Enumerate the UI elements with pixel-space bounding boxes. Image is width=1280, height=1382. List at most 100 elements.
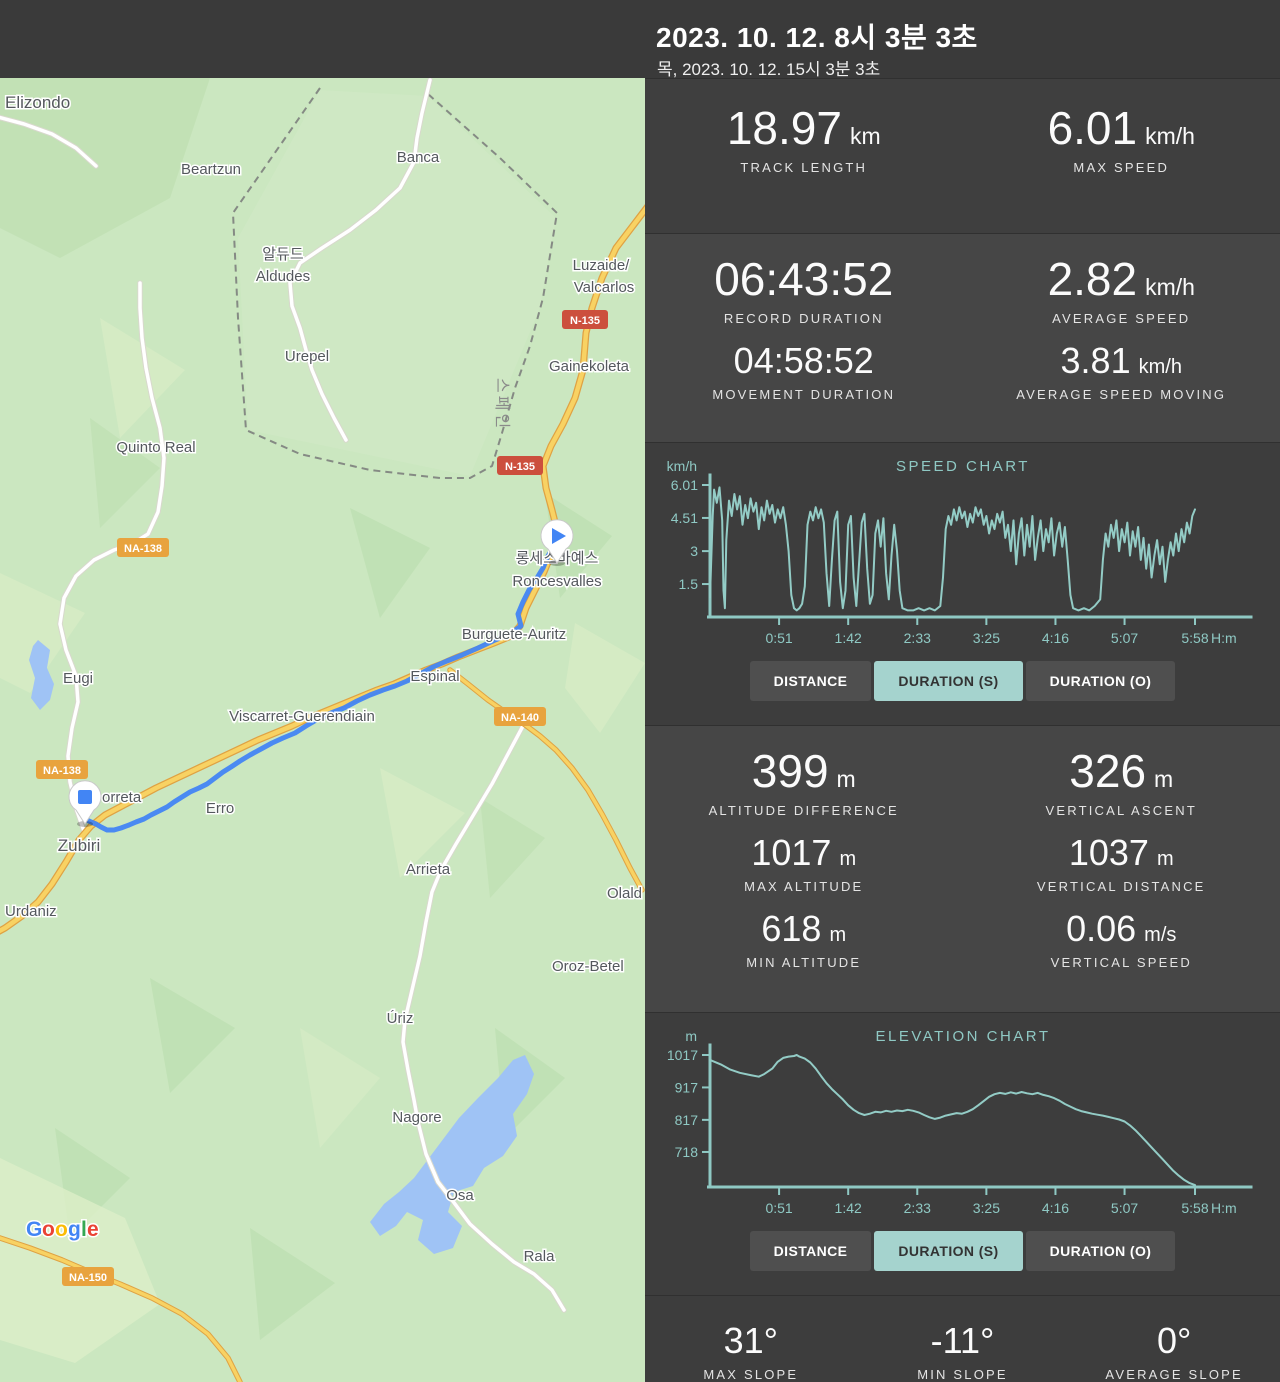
map-container[interactable]: Elizondo Beartzun Banca 알듀드 Aldudes Luza… <box>0 78 645 1382</box>
svg-text:o[interactable]: o <box>54 1217 70 1243</box>
svg-text:G[interactable]: G <box>25 1217 44 1243</box>
map-label: Oroz-Betel <box>552 958 624 975</box>
record-duration-label: RECORD DURATION <box>723 310 884 326</box>
svg-text:SPEED CHART: SPEED CHART <box>896 458 1030 475</box>
average-slope-label: AVERAGE SLOPE <box>1105 1366 1243 1382</box>
map-label: Viscarret-Guerendiain <box>229 708 375 725</box>
section-elevation-chart: ELEVATION CHART m 1017 917 817 718 0:51 1:42 2:3… <box>645 1012 1280 1295</box>
elevation-distance-button[interactable]: DISTANCE <box>749 1231 872 1271</box>
road-badges: N-135 N-135 NA-138 NA-140 NA-138 NA-150 <box>36 310 608 1286</box>
vertical-distance-unit: m <box>1156 847 1174 870</box>
vertical-ascent-unit: m <box>1154 765 1174 792</box>
svg-text:1017: 1017 <box>667 1047 698 1063</box>
stat-max-slope: 31° MAX SLOPE <box>645 1320 857 1382</box>
stat-max-speed: 6.01 km/h MAX SPEED <box>963 101 1280 175</box>
average-speed-moving-value: 3.81 <box>1060 339 1131 381</box>
section-durations: 06:43:52 RECORD DURATION 2.82 km/h AVERA… <box>645 232 1280 442</box>
stop-icon <box>78 790 92 804</box>
svg-text:4:16: 4:16 <box>1042 1200 1069 1216</box>
map-label: Aldudes <box>256 268 310 285</box>
reservoir <box>370 1055 534 1254</box>
map-label: Urdaniz <box>5 903 57 920</box>
svg-text:1:42: 1:42 <box>835 630 862 646</box>
gps-route <box>81 542 558 833</box>
map-labels: Elizondo Beartzun Banca 알듀드 Aldudes Luza… <box>4 92 644 1267</box>
section-slopes: 31° MAX SLOPE -11° MIN SLOPE 0° AVERAGE … <box>645 1294 1280 1382</box>
svg-text:km/h: km/h <box>667 458 697 474</box>
svg-text:5:58: 5:58 <box>1181 630 1208 646</box>
map-label: Luzaide/ <box>573 257 631 274</box>
svg-text:0:51: 0:51 <box>765 1200 792 1216</box>
svg-text:4:16: 4:16 <box>1042 630 1069 646</box>
speed-duration-o-button[interactable]: DURATION (O) <box>1025 660 1176 701</box>
road-badge: NA-138 <box>36 760 88 779</box>
svg-text:6.01: 6.01 <box>671 477 698 493</box>
vertical-distance-value: 1037 <box>1068 831 1149 873</box>
roads-white <box>0 78 566 1312</box>
speed-duration-s-button[interactable]: DURATION (S) <box>874 660 1023 701</box>
track-length-value: 18.97 <box>726 102 842 154</box>
max-slope-label: MAX SLOPE <box>703 1366 799 1382</box>
svg-text:5:07: 5:07 <box>1111 1200 1138 1216</box>
svg-text:H:m: H:m <box>1211 1200 1237 1216</box>
max-altitude-value: 1017 <box>751 831 832 873</box>
start-marker[interactable] <box>540 519 574 566</box>
svg-text:3:25: 3:25 <box>973 630 1000 646</box>
vertical-ascent-label: VERTICAL ASCENT <box>1045 802 1197 818</box>
map-label: orreta <box>102 789 142 806</box>
average-speed-value: 2.82 <box>1047 252 1138 305</box>
elevation-duration-s-button[interactable]: DURATION (S) <box>874 1231 1023 1271</box>
record-duration-value: 06:43:52 <box>714 252 894 305</box>
average-speed-moving-unit: km/h <box>1138 355 1182 378</box>
svg-text:ELEVATION CHART: ELEVATION CHART <box>875 1028 1050 1045</box>
section-altitude-stats: 399 m ALTITUDE DIFFERENCE 326 m VERTICAL… <box>645 724 1280 1012</box>
svg-text:1.5: 1.5 <box>679 576 699 592</box>
vertical-speed-label: VERTICAL SPEED <box>1050 954 1192 970</box>
average-slope-value: 0° <box>1156 1319 1192 1361</box>
average-speed-label: AVERAGE SPEED <box>1052 310 1191 326</box>
map-label: Zubiri <box>58 836 101 855</box>
svg-text:0:51: 0:51 <box>765 630 792 646</box>
stat-average-speed-moving: 3.81 km/h AVERAGE SPEED MOVING <box>963 340 1280 402</box>
min-slope-value: -11° <box>930 1319 995 1361</box>
google-logo[interactable]: G o o g l e <box>25 1217 101 1243</box>
speed-distance-button[interactable]: DISTANCE <box>749 660 872 701</box>
end-marker[interactable] <box>68 780 102 827</box>
map-canvas[interactable]: Elizondo Beartzun Banca 알듀드 Aldudes Luza… <box>0 78 645 1382</box>
map-label: Roncesvalles <box>512 573 601 590</box>
stat-movement-duration: 04:58:52 MOVEMENT DURATION <box>645 340 963 402</box>
svg-text:l[interactable]: l <box>80 1217 89 1243</box>
lake-eugi <box>29 640 54 710</box>
svg-text:g[interactable]: g <box>67 1217 83 1243</box>
stat-altitude-difference: 399 m ALTITUDE DIFFERENCE <box>645 744 963 818</box>
svg-text:NA-138: NA-138 <box>124 543 162 555</box>
map-label: 알듀드 <box>262 246 304 263</box>
stat-max-altitude: 1017 m MAX ALTITUDE <box>645 832 963 894</box>
altitude-difference-label: ALTITUDE DIFFERENCE <box>708 802 899 818</box>
stat-average-speed: 2.82 km/h AVERAGE SPEED <box>963 252 1280 326</box>
svg-text:o[interactable]: o <box>41 1217 57 1243</box>
elevation-xaxis-toggle: DISTANCE DURATION (S) DURATION (O) <box>645 1231 1280 1271</box>
map-label: Burguete-Auritz <box>462 626 566 643</box>
max-speed-value: 6.01 <box>1047 102 1138 154</box>
speed-xaxis-toggle: DISTANCE DURATION (S) DURATION (O) <box>645 660 1280 701</box>
road-badge: N-135 <box>562 310 608 329</box>
stat-track-length: 18.97 km TRACK LENGTH <box>645 101 963 175</box>
svg-text:718: 718 <box>675 1144 699 1160</box>
stat-average-slope: 0° AVERAGE SLOPE <box>1068 1320 1280 1382</box>
vertical-ascent-value: 326 <box>1069 744 1147 797</box>
elevation-duration-o-button[interactable]: DURATION (O) <box>1025 1231 1176 1271</box>
map-label: Quinto Real <box>116 439 195 456</box>
vertical-speed-value: 0.06 <box>1066 907 1137 949</box>
map-label: Urepel <box>285 348 329 365</box>
map-label: Úriz <box>387 1010 414 1027</box>
map-label: Gainekoleta <box>549 358 630 375</box>
svg-text:H:m: H:m <box>1211 630 1237 646</box>
map-label: Elizondo <box>5 93 70 112</box>
max-altitude-label: MAX ALTITUDE <box>744 878 864 894</box>
svg-text:917: 917 <box>675 1079 699 1095</box>
svg-text:e[interactable]: e <box>86 1217 101 1243</box>
stat-vertical-speed: 0.06 m/s VERTICAL SPEED <box>963 908 1280 970</box>
average-speed-unit: km/h <box>1145 273 1195 300</box>
map-label: Banca <box>397 149 440 166</box>
